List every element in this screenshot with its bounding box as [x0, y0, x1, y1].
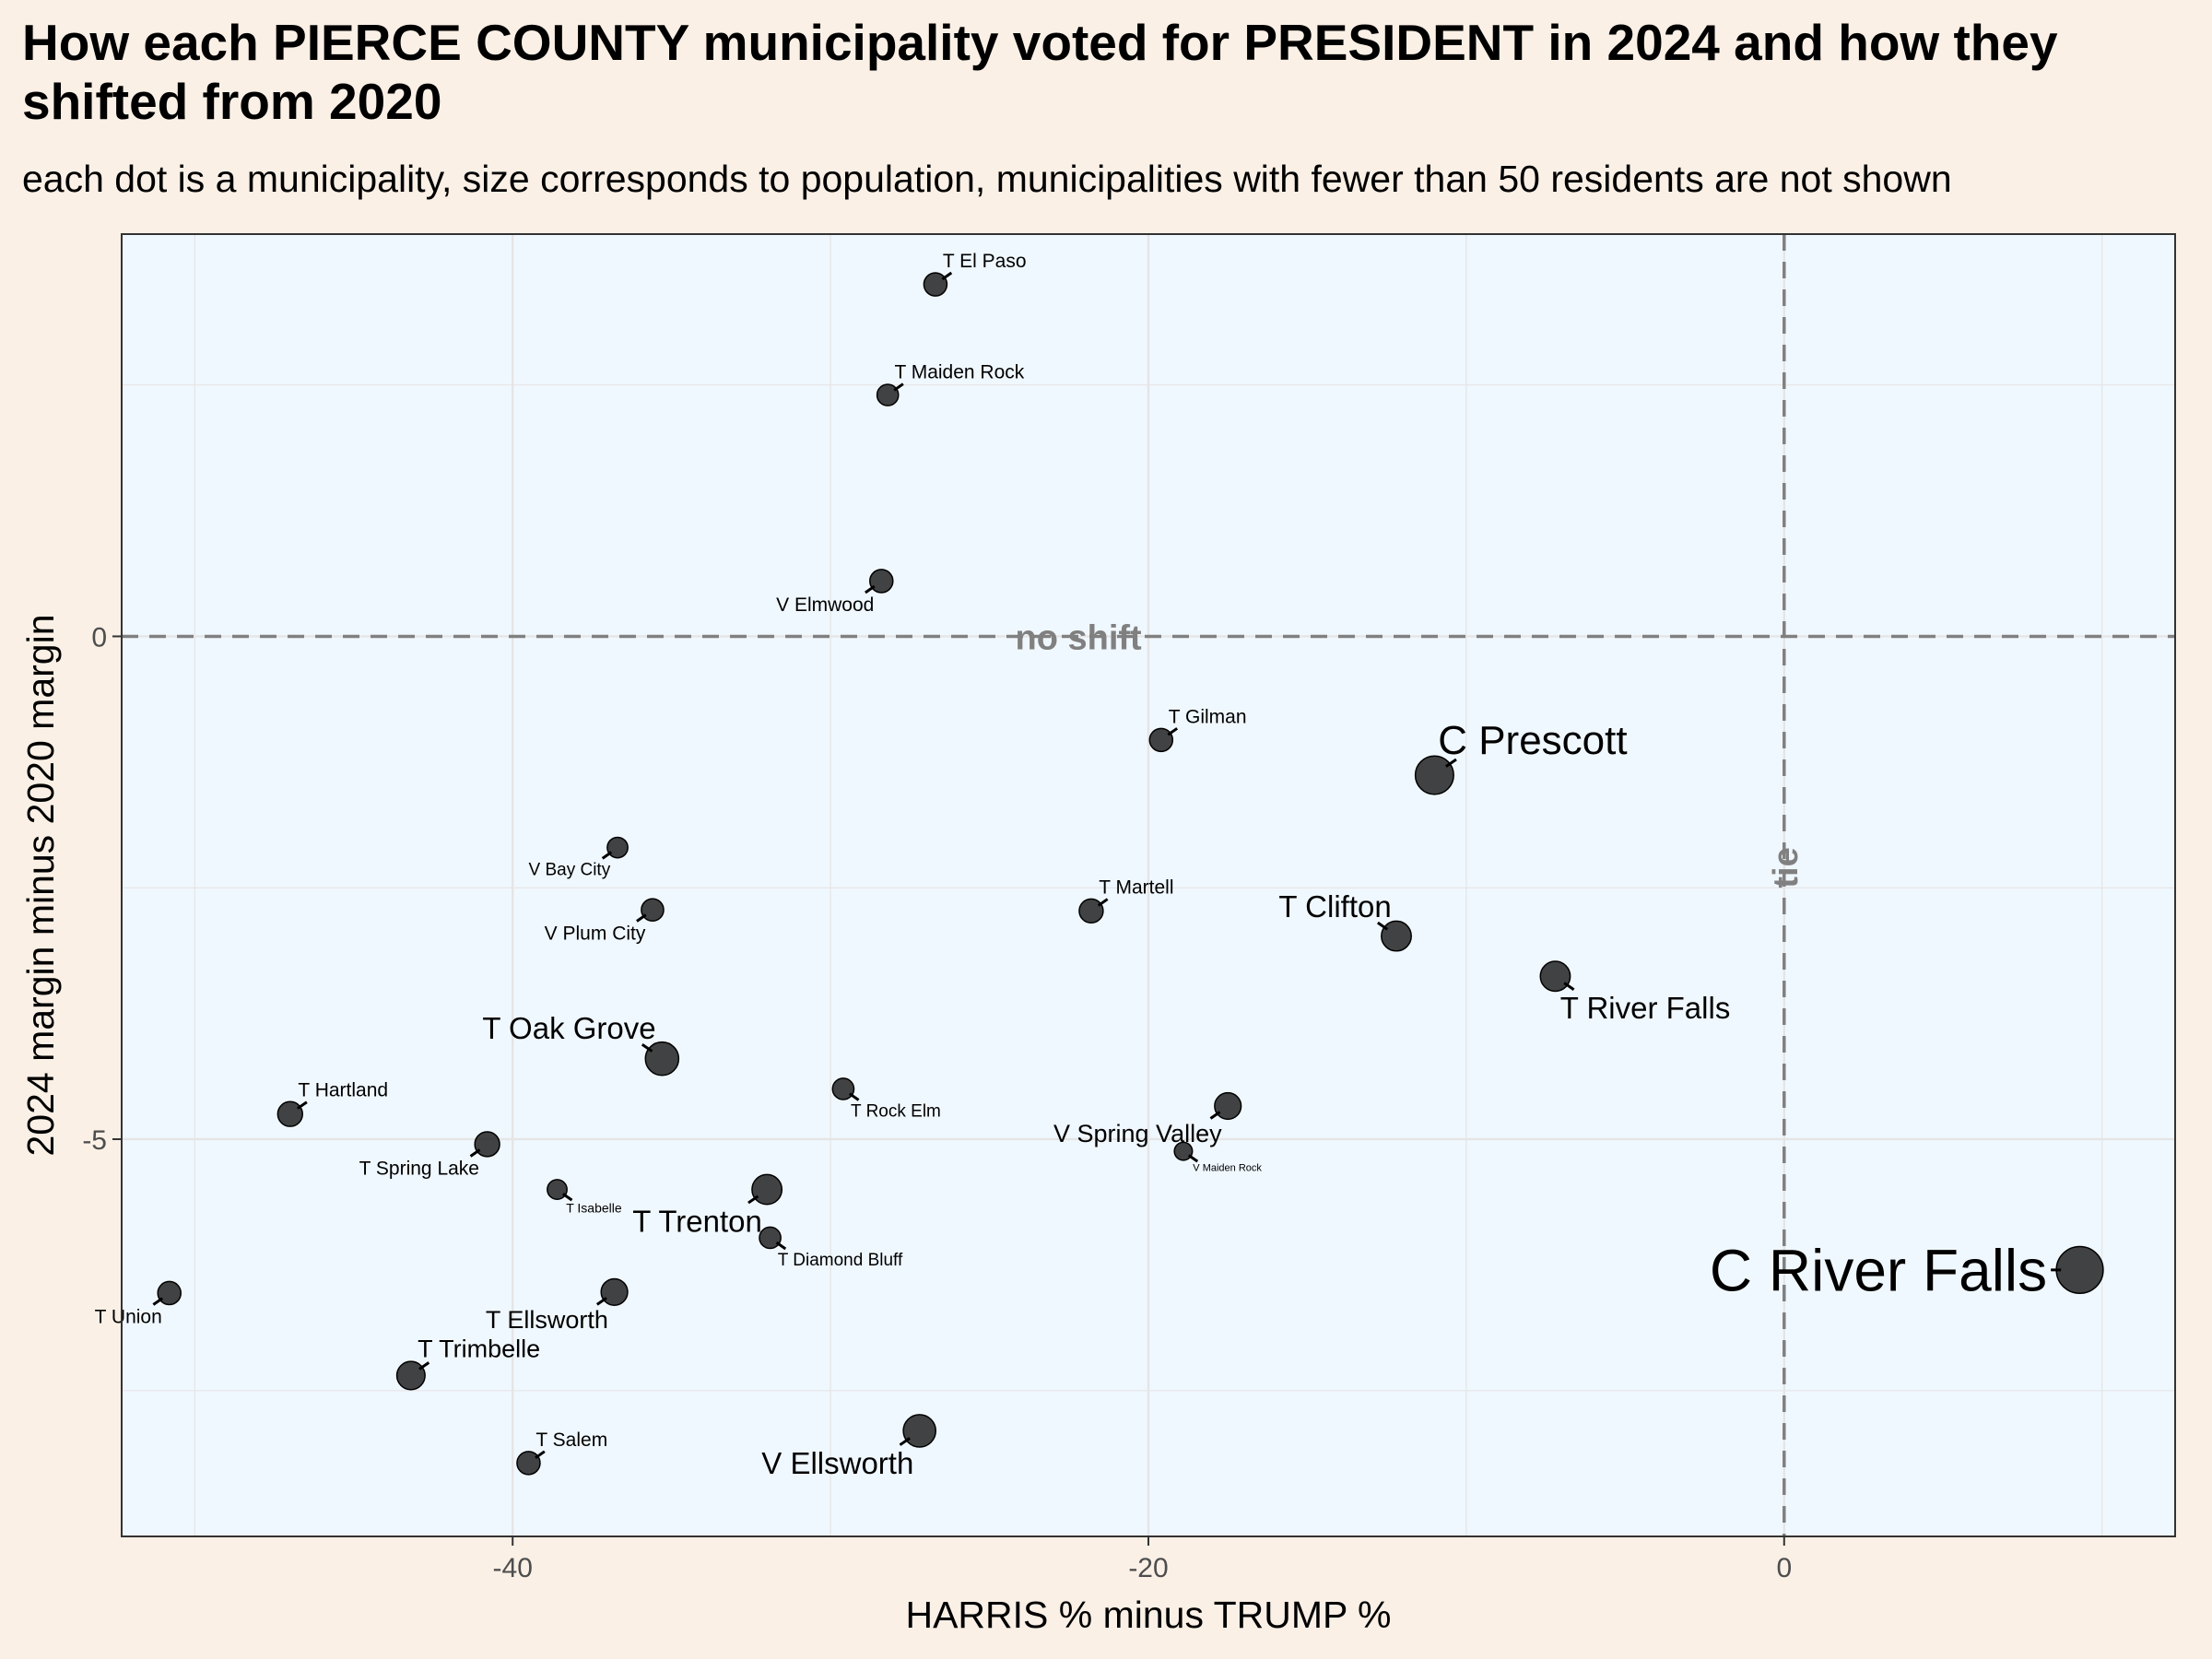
- point-label: T River Falls: [1560, 991, 1731, 1025]
- point-label: T Martell: [1099, 877, 1173, 899]
- data-point: [395, 1360, 426, 1391]
- data-point: [516, 1451, 541, 1476]
- no-shift-label: no shift: [1016, 618, 1143, 657]
- label-leader-line: [595, 1297, 607, 1306]
- data-point: [547, 1179, 568, 1200]
- label-leader-line: [296, 1100, 308, 1110]
- data-point: [1414, 755, 1454, 795]
- data-point: [1214, 1091, 1242, 1121]
- point-label: T Trenton: [632, 1204, 762, 1238]
- chart-title: How each PIERCE COUNTY municipality vote…: [22, 14, 2058, 131]
- axes: -40 -20 0 0 -5 HARRIS % minus TRUMP % 2024 mar…: [19, 233, 2176, 1636]
- label-leader-line: [469, 1148, 481, 1158]
- point-label: V Spring Valley: [1053, 1120, 1222, 1147]
- point-label: T Clifton: [1278, 889, 1391, 924]
- label-leader-line: [1167, 727, 1179, 736]
- point-label: T Salem: [535, 1430, 607, 1451]
- data-point: [276, 1100, 303, 1127]
- label-leader-line: [893, 382, 904, 392]
- data-point: [2055, 1245, 2104, 1295]
- point-label: C Prescott: [1438, 718, 1627, 763]
- label-leader-line: [1187, 1154, 1199, 1163]
- label-leader-line: [601, 851, 613, 860]
- point-label: T Union: [95, 1306, 162, 1327]
- label-leader-line: [865, 584, 876, 594]
- label-leader-line: [562, 1193, 573, 1202]
- data-point: [606, 836, 629, 859]
- label-leader-line: [899, 1437, 911, 1446]
- point-label: T Hartland: [298, 1080, 388, 1101]
- point-label: T Diamond Bluff: [778, 1251, 903, 1270]
- label-leader-line: [1209, 1111, 1221, 1120]
- point-label: T El Paso: [943, 251, 1027, 272]
- label-leader-line: [1097, 898, 1109, 907]
- label-leader-line: [1563, 982, 1575, 991]
- data-point: [1148, 727, 1174, 753]
- point-label: V Ellsworth: [761, 1446, 913, 1480]
- data-point: [759, 1226, 782, 1250]
- label-leader-line: [152, 1297, 164, 1306]
- label-leader-line: [641, 1042, 653, 1053]
- point-label: V Maiden Rock: [1193, 1163, 1262, 1174]
- label-leader-line: [941, 271, 953, 281]
- x-tick-label: 0: [1776, 1553, 1792, 1583]
- label-leader-line: [418, 1361, 430, 1371]
- y-tick-label: 0: [91, 622, 107, 653]
- label-leader-line: [535, 1450, 546, 1459]
- point-label: T Oak Grove: [482, 1011, 655, 1045]
- x-axis-title: HARRIS % minus TRUMP %: [905, 1594, 1391, 1636]
- label-leader-line: [1377, 921, 1389, 931]
- y-tick-label: -5: [82, 1125, 107, 1156]
- y-axis-title: 2024 margin minus 2020 margin: [19, 615, 62, 1157]
- point-labels: T El Paso T Maiden Rock V Elmwood T Gilman C…: [95, 251, 2062, 1480]
- point-label: V Bay City: [529, 860, 611, 879]
- data-point: [644, 1041, 680, 1077]
- data-point: [751, 1173, 783, 1206]
- label-leader-line: [747, 1194, 759, 1205]
- label-leader-line: [1445, 758, 1457, 768]
- point-label: T Gilman: [1169, 706, 1247, 727]
- point-label: T Isabelle: [566, 1200, 622, 1215]
- point-label: V Plum City: [545, 923, 646, 944]
- data-points: [157, 272, 2104, 1476]
- point-label: T Rock Elm: [851, 1102, 941, 1122]
- label-leader-line: [849, 1092, 860, 1101]
- data-point: [600, 1277, 629, 1306]
- data-point: [1173, 1141, 1194, 1161]
- point-label: T Maiden Rock: [894, 362, 1024, 383]
- data-point: [902, 1414, 937, 1448]
- x-tick-label: -20: [1128, 1553, 1168, 1583]
- data-point: [923, 272, 948, 297]
- point-label: T Trimbelle: [418, 1335, 540, 1362]
- point-label: V Elmwood: [776, 594, 874, 616]
- point-label: T Ellsworth: [486, 1306, 608, 1334]
- data-point: [641, 898, 665, 923]
- point-label: T Spring Lake: [359, 1158, 479, 1179]
- data-point: [1078, 898, 1104, 924]
- data-point: [869, 569, 894, 594]
- x-tick-label: -40: [493, 1553, 533, 1583]
- reference-lines: no shift tie: [122, 234, 2175, 1536]
- point-label: C River Falls: [1710, 1237, 2047, 1303]
- data-point: [1381, 920, 1412, 952]
- data-point: [831, 1077, 855, 1100]
- label-leader-line: [775, 1241, 787, 1251]
- data-point: [876, 383, 900, 406]
- data-point: [157, 1280, 182, 1306]
- label-leader-line: [636, 913, 647, 923]
- chart-subtitle: each dot is a municipality, size corresp…: [22, 158, 1952, 200]
- data-point: [1539, 960, 1571, 993]
- tie-label: tie: [1767, 847, 1806, 888]
- data-point: [474, 1131, 500, 1158]
